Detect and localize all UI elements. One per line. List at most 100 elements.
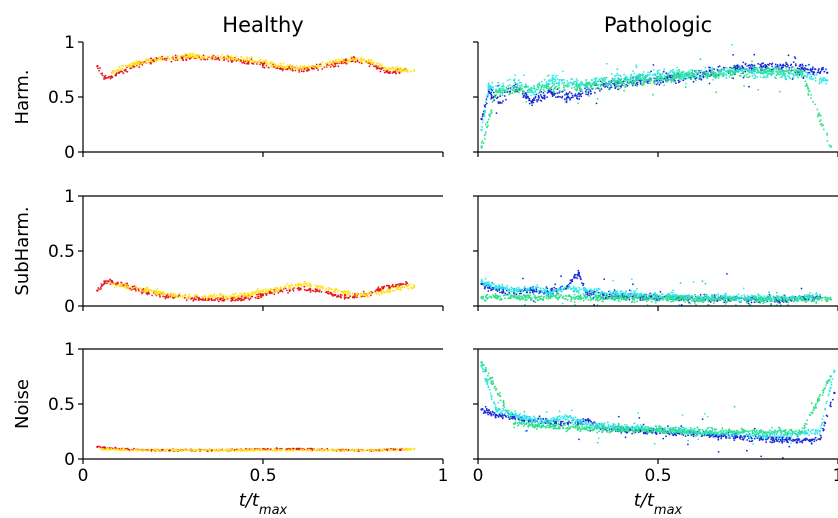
subharm-healthy-yellow-point [144,290,147,292]
harm-patho-blue-point [528,102,531,105]
harm-healthy-red-point [259,63,261,66]
harm-healthy-yellow-point [256,61,258,63]
harm-patho-blue-point [791,78,794,80]
harm-patho-cyan-point [551,77,554,79]
harm-healthy-yellow-point [113,71,115,73]
harm-healthy-red-point [246,62,249,65]
subharm-patho-cyan-point [528,286,531,289]
harm-healthy-yellow-point [241,60,244,63]
harm-patho-green-point [547,85,550,88]
subharm-patho-cyan-point [482,284,485,287]
subharm-healthy-red-point [285,289,288,292]
harm-healthy-red-point [122,72,125,75]
harm-healthy-yellow-point [409,70,412,73]
harm-patho-cyan-point [573,80,576,83]
subharm-healthy-yellow-point [141,290,144,292]
harm-patho-blue-point [798,65,801,67]
subharm-patho-cyan-point [603,292,606,295]
harm-patho-blue-point [568,91,571,94]
harm-patho-green-point [695,71,698,74]
harm-patho-blue-point [635,82,638,85]
harm-healthy-red-point [115,72,118,75]
harm-healthy-yellow-point [121,67,124,70]
harm-patho-green-point [610,85,613,87]
subharm-healthy-red-point [401,283,404,286]
harm-healthy-yellow-point [291,66,294,68]
harm-patho-green-point [629,76,632,79]
subharm-healthy-yellow-point [213,293,216,296]
harm-healthy-yellow-point [389,68,391,71]
harm-patho-blue-point [580,93,582,96]
harm-patho-blue-point [826,71,829,75]
harm-healthy-red-point [241,62,244,64]
harm-patho-green-point [649,82,652,84]
subharm-patho-blue-point [571,278,574,281]
harm-patho-green-point [744,69,747,71]
subharm-patho-cyan-point [660,293,663,295]
harm-patho-green-point [558,89,561,92]
subharm-healthy-yellow-point [217,298,220,300]
harm-patho-green-point [688,72,690,74]
subharm-patho-blue-point [726,273,728,275]
subharm-healthy-red-point [231,299,234,302]
harm-patho-blue-point [789,64,792,67]
subharm-patho-blue-point [650,295,652,297]
harm-patho-cyan-point [797,76,799,79]
subharm-healthy-yellow-point [315,286,318,289]
harm-patho-green-point [526,89,529,92]
harm-patho-green-point [535,88,538,91]
subharm-healthy-red-point [103,280,106,283]
harm-healthy-yellow-point [145,58,147,61]
harm-healthy-red-point [227,60,230,62]
harm-patho-green-point [690,78,693,81]
harm-patho-blue-point [539,99,542,102]
harm-healthy-red-point [256,63,258,65]
harm-patho-green-point [766,69,769,72]
harm-patho-blue-point [669,74,671,77]
harm-healthy-yellow-point [212,56,215,58]
subharm-healthy-red-point [378,289,381,292]
harm-healthy-red-point [107,76,110,79]
subharm-healthy-red-point [280,289,283,292]
harm-healthy-red-point [163,58,166,60]
harm-patho-green-point [635,75,637,78]
harm-patho-green-point [715,91,718,94]
harm-patho-green-point [748,72,750,74]
subharm-healthy-yellow-point [179,292,181,295]
harm-patho-green-point [629,78,632,81]
harm-healthy-red-point [98,69,101,72]
harm-patho-green-point [518,85,521,87]
harm-patho-cyan-point [552,74,555,77]
subharm-healthy-red-point [395,283,397,286]
harm-patho-blue-point [675,82,677,85]
subharm-healthy-yellow-point [407,284,410,287]
subharm-patho-blue-point [553,286,556,289]
subharm-healthy-red-point [311,289,314,292]
subharm-healthy-yellow-point [290,287,293,289]
harm-patho-green-point [818,112,820,115]
harm-patho-green-point [677,76,680,78]
subharm-healthy-yellow-point [193,294,196,297]
harm-healthy-yellow-point [221,53,224,56]
harm-patho-cyan-point [623,79,625,82]
harm-patho-cyan-point [805,71,808,74]
harm-healthy-red-point [133,66,136,68]
harm-patho-green-point [722,74,725,76]
subharm-patho-cyan-point [520,289,523,292]
harm-patho-cyan-point [567,82,570,85]
harm-patho-green-point [657,81,659,84]
harm-patho-green-point [517,91,520,94]
subharm-healthy-red-point [312,290,315,292]
harm-patho-green-point [757,71,760,74]
harm-healthy-yellow-point [192,52,194,55]
subharm-patho-cyan-point [612,279,615,282]
subharm-patho-cyan-point [584,288,587,290]
harm-healthy-yellow-point [128,65,131,68]
harm-patho-blue-point [482,113,484,115]
harm-patho-green-point [604,82,607,84]
harm-patho-blue-point [655,83,658,86]
harm-patho-blue-point [822,66,824,69]
harm-patho-cyan-point [561,70,564,73]
subharm-patho-cyan-point [546,291,548,294]
harm-patho-green-point [792,69,794,72]
